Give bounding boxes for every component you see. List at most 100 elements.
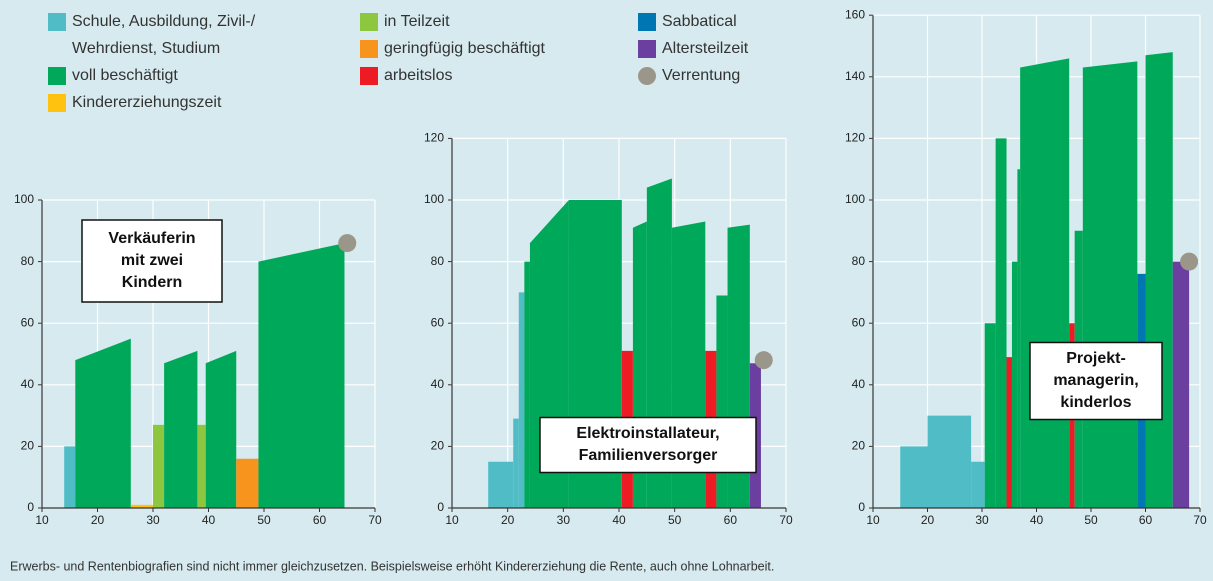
annotation: managerin, xyxy=(1053,372,1138,389)
annotation: Familienversorger xyxy=(579,447,718,464)
x-tick-label: 70 xyxy=(779,513,793,527)
segment xyxy=(75,338,131,508)
x-tick-label: 60 xyxy=(313,513,327,527)
annotation: kinderlos xyxy=(1060,394,1131,411)
segment xyxy=(1145,52,1173,508)
y-tick-label: 100 xyxy=(14,192,34,206)
segment xyxy=(153,424,165,508)
annotation: Projekt- xyxy=(1066,350,1126,367)
legend-label: geringfügig beschäftigt xyxy=(384,40,546,57)
annotation: mit zwei xyxy=(121,252,183,269)
y-tick-label: 80 xyxy=(852,254,866,268)
x-tick-label: 60 xyxy=(724,513,738,527)
x-tick-label: 30 xyxy=(557,513,571,527)
y-tick-label: 100 xyxy=(424,192,444,206)
segment xyxy=(1017,169,1021,508)
segment xyxy=(236,458,259,508)
y-tick-label: 60 xyxy=(852,315,866,329)
y-tick-label: 40 xyxy=(21,377,35,391)
legend-label: voll beschäftigt xyxy=(72,67,178,84)
y-tick-label: 60 xyxy=(21,315,35,329)
x-tick-label: 40 xyxy=(202,513,216,527)
legend-marker xyxy=(360,67,378,85)
segment xyxy=(205,350,237,508)
legend-label: Altersteilzeit xyxy=(662,40,749,57)
legend-label: Sabbatical xyxy=(662,13,737,30)
segment xyxy=(513,418,519,508)
segment xyxy=(716,295,728,508)
x-tick-label: 50 xyxy=(668,513,682,527)
retirement-point xyxy=(1180,252,1199,271)
y-tick-label: 20 xyxy=(431,439,445,453)
y-tick-label: 40 xyxy=(431,377,445,391)
legend-marker xyxy=(638,13,656,31)
segment xyxy=(164,350,198,508)
annotation: Kindern xyxy=(122,274,182,291)
x-tick-label: 40 xyxy=(612,513,626,527)
x-tick-label: 10 xyxy=(445,513,459,527)
footnote: Erwerbs- und Rentenbiografien sind nicht… xyxy=(10,559,774,573)
x-tick-label: 10 xyxy=(866,513,880,527)
y-tick-label: 0 xyxy=(27,500,34,514)
segment xyxy=(518,292,525,508)
segment xyxy=(1172,261,1190,508)
segment xyxy=(971,461,985,508)
segment xyxy=(984,323,996,508)
segment xyxy=(1020,58,1070,508)
legend-marker xyxy=(48,94,66,112)
segment xyxy=(524,261,530,508)
x-tick-label: 30 xyxy=(146,513,160,527)
annotation: Verkäuferin xyxy=(108,230,195,247)
y-tick-label: 40 xyxy=(852,377,866,391)
x-tick-label: 20 xyxy=(921,513,935,527)
y-tick-label: 0 xyxy=(437,500,444,514)
retirement-point xyxy=(338,234,357,253)
legend-label: Kindererziehungszeit xyxy=(72,94,222,111)
legend-marker xyxy=(638,67,656,85)
x-tick-label: 10 xyxy=(35,513,49,527)
segment xyxy=(488,461,514,508)
segment xyxy=(900,446,928,508)
y-tick-label: 140 xyxy=(845,69,865,83)
segment xyxy=(64,446,76,508)
annotation-box xyxy=(539,416,757,474)
y-tick-label: 60 xyxy=(431,315,445,329)
x-tick-label: 30 xyxy=(975,513,989,527)
annotation: Elektroinstallateur, xyxy=(576,425,719,442)
segment xyxy=(1011,261,1018,508)
segment xyxy=(927,415,972,508)
y-tick-label: 80 xyxy=(21,254,35,268)
y-tick-label: 120 xyxy=(845,131,865,145)
legend-label: in Teilzeit xyxy=(384,13,450,30)
segment xyxy=(995,138,1007,508)
y-tick-label: 160 xyxy=(845,7,865,21)
x-tick-label: 40 xyxy=(1030,513,1044,527)
x-tick-label: 60 xyxy=(1139,513,1153,527)
legend-label: arbeitslos xyxy=(384,67,452,84)
segment xyxy=(1082,61,1138,509)
y-tick-label: 20 xyxy=(21,439,35,453)
segment xyxy=(130,504,153,508)
annotation-box xyxy=(81,219,223,303)
legend-marker xyxy=(48,13,66,31)
x-tick-label: 70 xyxy=(1193,513,1207,527)
x-tick-label: 70 xyxy=(368,513,382,527)
segment xyxy=(258,243,345,508)
legend-marker xyxy=(48,67,66,85)
x-tick-label: 20 xyxy=(501,513,515,527)
legend-marker xyxy=(360,13,378,31)
y-tick-label: 0 xyxy=(858,500,865,514)
segment xyxy=(1006,357,1012,508)
y-tick-label: 120 xyxy=(424,131,444,145)
x-tick-label: 50 xyxy=(1084,513,1098,527)
legend-label: Wehrdienst, Studium xyxy=(72,40,220,57)
legend-label: Verrentung xyxy=(662,67,740,84)
y-tick-label: 80 xyxy=(431,254,445,268)
y-tick-label: 20 xyxy=(852,439,866,453)
y-tick-label: 100 xyxy=(845,192,865,206)
retirement-point xyxy=(754,351,773,370)
legend-marker xyxy=(360,40,378,58)
legend-label: Schule, Ausbildung, Zivil-/ xyxy=(72,13,256,30)
annotation-box xyxy=(1029,341,1163,421)
